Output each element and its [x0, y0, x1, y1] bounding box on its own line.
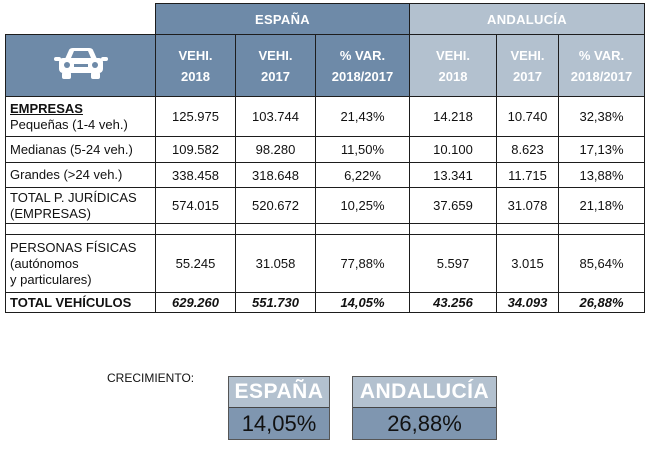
col-es-var: % VAR. 2018/2017 [315, 34, 410, 97]
group-label-empresas: EMPRESAS [10, 100, 83, 116]
cell: 11.715 [496, 162, 559, 188]
cell: 629.260 [155, 292, 236, 313]
cell: 14.218 [409, 96, 497, 137]
cell: 338.458 [155, 162, 236, 188]
row-label-total: TOTAL VEHÍCULOS [5, 292, 156, 313]
cell: 21,18% [557, 187, 646, 224]
col-an-2017: VEHI. 2017 [496, 34, 559, 97]
table-row: TOTAL P. JURÍDICAS (EMPRESAS) 574.015 52… [5, 187, 646, 224]
cell: 11,50% [315, 136, 410, 163]
cell: 125.975 [155, 96, 236, 137]
cell: 43.256 [409, 292, 497, 313]
cell: 37.659 [409, 187, 497, 224]
cell: 55.245 [155, 234, 236, 293]
andalucia-badge-value: 26,88% [353, 407, 496, 439]
cell: 32,38% [557, 96, 646, 137]
cell: 574.015 [155, 187, 236, 224]
col-es-2017: VEHI. 2017 [235, 34, 316, 97]
col-an-2018: VEHI. 2018 [409, 34, 497, 97]
car-icon [53, 47, 108, 79]
table-row: Grandes (>24 veh.) 338.458 318.648 6,22%… [5, 162, 646, 188]
cell: 34.093 [496, 292, 559, 313]
cell: 13,88% [557, 162, 646, 188]
andalucia-badge-title: ANDALUCÍA [353, 377, 496, 407]
column-header-row: VEHI. 2018 VEHI. 2017 % VAR. 2018/2017 VEHI… [5, 34, 646, 97]
total-row: TOTAL VEHÍCULOS 629.260 551.730 14,05% 4… [5, 292, 646, 313]
cell: 103.744 [235, 96, 316, 137]
cell: 318.648 [235, 162, 316, 188]
cell: 6,22% [315, 162, 410, 188]
cell: 21,43% [315, 96, 410, 137]
cell: 5.597 [409, 234, 497, 293]
cell: 31.058 [235, 234, 316, 293]
cell: 551.730 [235, 292, 316, 313]
table-row: Medianas (5-24 veh.) 109.582 98.280 11,5… [5, 136, 646, 163]
andalucia-group-header: ANDALUCÍA [408, 3, 646, 35]
growth-label: CRECIMIENTO: [107, 371, 195, 385]
cell: 31.078 [496, 187, 559, 224]
spain-badge-title: ESPAÑA [229, 377, 329, 407]
cell: 10,25% [315, 187, 410, 224]
row-label-medianas: Medianas (5-24 veh.) [5, 136, 156, 163]
cell: 10.100 [409, 136, 497, 163]
cell: 14,05% [315, 292, 410, 313]
row-label-pequenas: EMPRESAS Pequeñas (1-4 veh.) [5, 96, 156, 137]
cell: 8.623 [496, 136, 559, 163]
spacer-row [5, 223, 646, 235]
cell: 13.341 [409, 162, 497, 188]
cell: 85,64% [557, 234, 646, 293]
cell: 520.672 [235, 187, 316, 224]
cell: 3.015 [496, 234, 559, 293]
vehicles-table: ESPAÑA ANDALUCÍA VEHI. 2018 VEHI. 2017 % V… [5, 3, 646, 313]
car-icon-cell [5, 34, 156, 97]
col-es-2018: VEHI. 2018 [155, 34, 236, 97]
cell: 109.582 [155, 136, 236, 163]
table-row: EMPRESAS Pequeñas (1-4 veh.) 125.975 103… [5, 96, 646, 137]
spain-group-header: ESPAÑA [155, 3, 410, 35]
andalucia-growth-badge: ANDALUCÍA 26,88% [352, 376, 497, 440]
cell: 17,13% [557, 136, 646, 163]
row-label-fisicas: PERSONAS FÍSICAS (autónomos y particular… [5, 234, 156, 293]
col-an-var: % VAR. 2018/2017 [557, 34, 646, 97]
spain-badge-value: 14,05% [229, 407, 329, 439]
row-label-grandes: Grandes (>24 veh.) [5, 162, 156, 188]
cell: 98.280 [235, 136, 316, 163]
row-label-juridicas: TOTAL P. JURÍDICAS (EMPRESAS) [5, 187, 156, 224]
cell: 26,88% [557, 292, 646, 313]
group-header-row: ESPAÑA ANDALUCÍA [5, 3, 646, 35]
cell: 10.740 [496, 96, 559, 137]
cell: 77,88% [315, 234, 410, 293]
table-row: PERSONAS FÍSICAS (autónomos y particular… [5, 234, 646, 293]
blank-corner [5, 3, 156, 35]
spain-growth-badge: ESPAÑA 14,05% [228, 376, 330, 440]
